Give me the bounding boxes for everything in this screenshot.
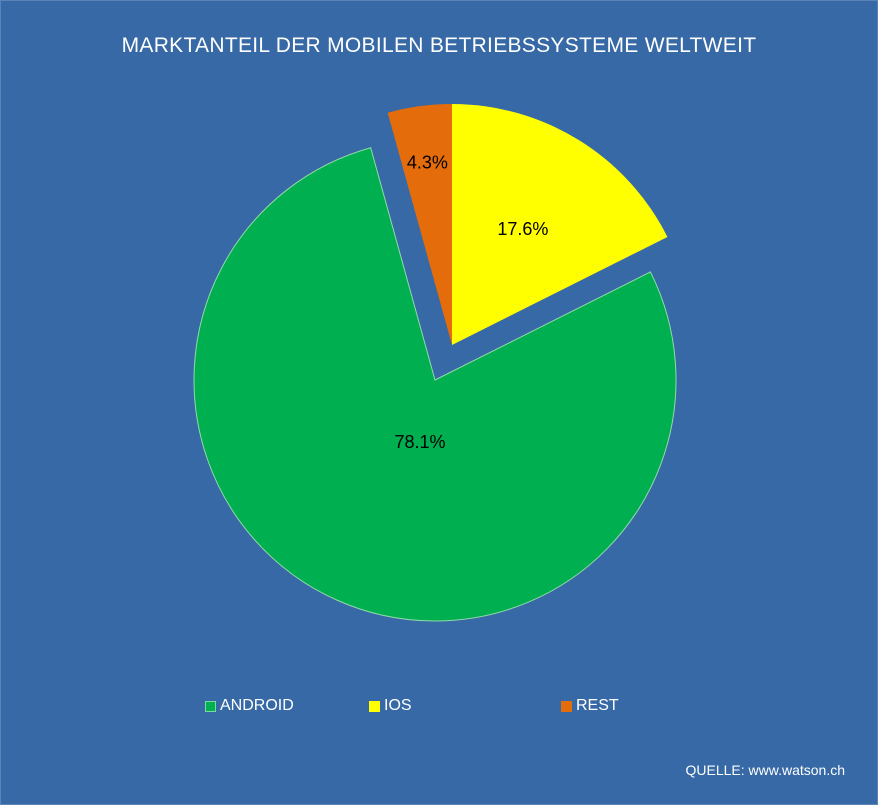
legend-item-rest: REST	[561, 697, 619, 715]
legend-label-android: ANDROID	[220, 697, 294, 714]
legend-item-android: ANDROID	[205, 697, 294, 715]
pie-slice-rest	[387, 104, 452, 345]
data-label-ios: 17.6%	[497, 219, 548, 239]
chart-title: MARKTANTEIL DER MOBILEN BETRIEBSSYSTEME …	[121, 34, 757, 57]
source-note: QUELLE: www.watson.ch	[685, 762, 845, 778]
legend-item-ios: IOS	[369, 697, 412, 715]
pie-slice-ios	[452, 104, 668, 345]
legend-swatch-android	[205, 700, 216, 712]
legend-swatch-rest	[561, 700, 572, 712]
legend-label-rest: REST	[576, 697, 619, 714]
data-label-android: 78.1%	[394, 432, 445, 452]
legend-label-ios: IOS	[384, 697, 412, 714]
legend-swatch-ios	[369, 700, 380, 712]
pie-slice-android	[193, 147, 677, 622]
data-label-rest: 4.3%	[407, 152, 448, 172]
